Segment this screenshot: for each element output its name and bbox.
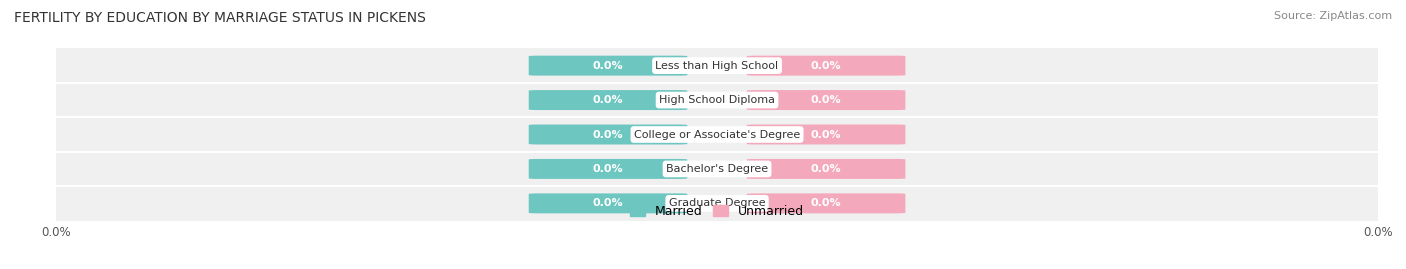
Text: Source: ZipAtlas.com: Source: ZipAtlas.com (1274, 11, 1392, 21)
Text: 0.0%: 0.0% (593, 95, 623, 105)
Bar (56, 48, 1378, 83)
Bar (56, 83, 1378, 117)
Text: Graduate Degree: Graduate Degree (669, 198, 765, 208)
Legend: Married, Unmarried: Married, Unmarried (626, 200, 808, 223)
FancyBboxPatch shape (529, 159, 688, 179)
FancyBboxPatch shape (747, 56, 905, 76)
FancyBboxPatch shape (747, 90, 905, 110)
Bar (56, 186, 1378, 221)
Text: 0.0%: 0.0% (593, 61, 623, 71)
FancyBboxPatch shape (529, 193, 688, 213)
Text: 0.0%: 0.0% (811, 95, 841, 105)
Bar (56, 152, 1378, 186)
Text: 0.0%: 0.0% (593, 164, 623, 174)
Text: 0.0%: 0.0% (811, 198, 841, 208)
Text: 0.0%: 0.0% (811, 129, 841, 140)
Text: 0.0%: 0.0% (593, 198, 623, 208)
Text: 0.0%: 0.0% (593, 129, 623, 140)
FancyBboxPatch shape (529, 90, 688, 110)
FancyBboxPatch shape (529, 56, 688, 76)
FancyBboxPatch shape (747, 159, 905, 179)
Text: FERTILITY BY EDUCATION BY MARRIAGE STATUS IN PICKENS: FERTILITY BY EDUCATION BY MARRIAGE STATU… (14, 11, 426, 25)
Text: 0.0%: 0.0% (811, 164, 841, 174)
FancyBboxPatch shape (747, 193, 905, 213)
Text: Less than High School: Less than High School (655, 61, 779, 71)
Bar (56, 117, 1378, 152)
Text: College or Associate's Degree: College or Associate's Degree (634, 129, 800, 140)
Text: Bachelor's Degree: Bachelor's Degree (666, 164, 768, 174)
FancyBboxPatch shape (747, 125, 905, 144)
FancyBboxPatch shape (529, 125, 688, 144)
Text: 0.0%: 0.0% (811, 61, 841, 71)
Text: High School Diploma: High School Diploma (659, 95, 775, 105)
